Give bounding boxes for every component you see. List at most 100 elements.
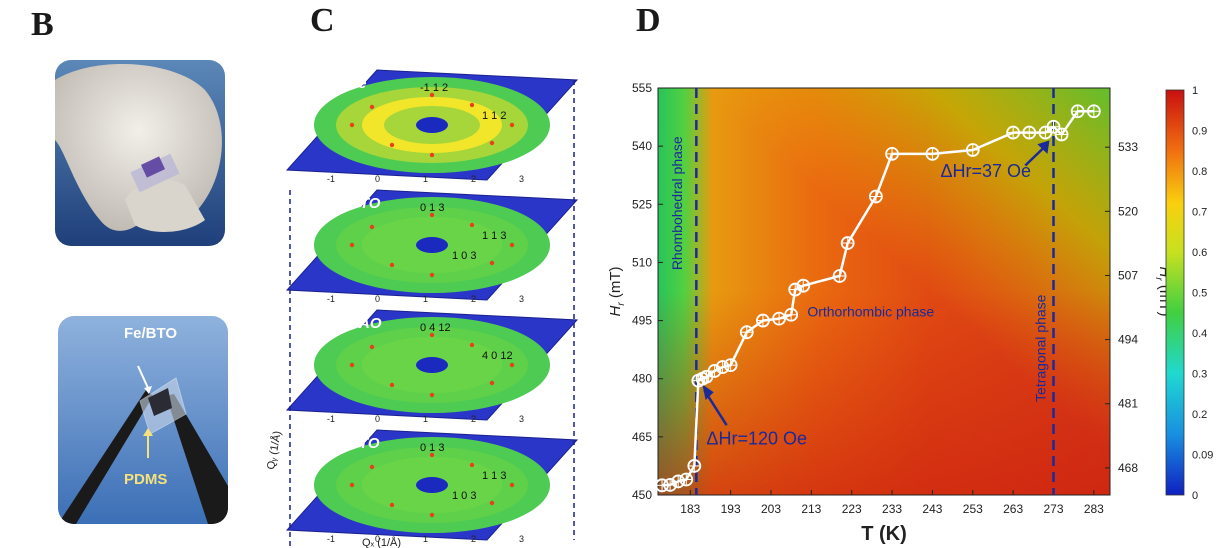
colorbar-tick-label: 0.7 <box>1192 207 1207 219</box>
x-tick-label: 183 <box>680 502 700 516</box>
bragg-spot <box>489 260 495 266</box>
data-point <box>965 143 980 157</box>
tick-label: 3 <box>519 174 524 184</box>
colorbar-tick-label: 0 <box>1192 490 1198 502</box>
tick-label: 2 <box>471 414 476 424</box>
bragg-spot <box>349 362 355 368</box>
bragg-spot <box>469 222 475 228</box>
y-tick-label: 510 <box>632 255 652 269</box>
tick-label: 3 <box>519 534 524 544</box>
x-tick-label: 233 <box>882 502 902 516</box>
tick-label: 0 <box>375 534 380 544</box>
y-tick-label: 540 <box>632 139 652 153</box>
map-layer-sao: SAO 0 4 12 4 0 12 -1 0 1 2 3 <box>285 309 579 424</box>
data-point <box>1046 119 1061 134</box>
layer-name-label: BTO <box>349 195 381 212</box>
data-series <box>655 104 1101 493</box>
tweezers-photo-illustration: Fe/BTO PDMS <box>58 316 228 524</box>
bragg-spot <box>349 122 355 128</box>
x-tick-label: 263 <box>1003 502 1023 516</box>
bragg-spot <box>489 140 495 146</box>
colorbar-tick-label: 0.9 <box>1192 126 1207 138</box>
plot-frame <box>657 87 1111 496</box>
bragg-spot <box>369 104 375 110</box>
data-point <box>699 369 714 384</box>
x-tick-label: 273 <box>1043 502 1063 516</box>
map-layer-fe: Fe -1 1 2 1 1 2 -1 0 1 2 3 <box>285 69 579 184</box>
colorbar-tick-label: 0.3 <box>1192 369 1207 381</box>
data-point <box>679 472 694 487</box>
tick-label: 3 <box>519 414 524 424</box>
data-point <box>1054 127 1069 142</box>
x-tick-label: 283 <box>1084 502 1104 516</box>
data-point <box>715 360 730 374</box>
bragg-spot <box>349 482 355 488</box>
bragg-spot <box>349 242 355 248</box>
bragg-spot <box>489 380 495 386</box>
annotation-rhombohedral-phase: Rhombohedral phase <box>669 136 685 270</box>
tick-label: 1 <box>423 414 428 424</box>
reflection-label: 0 1 3 <box>420 202 444 214</box>
pdms-label: PDMS <box>124 471 167 488</box>
map-layer-sto: STO 0 1 3 1 1 3 1 0 3 -1 0 1 2 3 <box>285 429 579 544</box>
data-point <box>840 236 855 250</box>
data-point <box>739 325 754 340</box>
tick-label: 3 <box>519 294 524 304</box>
bragg-spot <box>509 362 515 368</box>
bragg-spot <box>369 464 375 470</box>
tick-label: 1 <box>423 174 428 184</box>
data-point <box>796 278 811 293</box>
data-point <box>925 146 940 161</box>
bragg-spot <box>429 392 435 398</box>
reflection-label: 0 4 12 <box>420 322 451 334</box>
x-tick-label: 243 <box>922 502 942 516</box>
layer-name-label: STO <box>349 435 380 452</box>
center-hole <box>416 477 448 493</box>
tick-label: -1 <box>327 174 335 184</box>
center-hole <box>416 237 448 253</box>
colorbar-tick-label: 0.09 <box>1192 450 1213 462</box>
bragg-spot <box>489 500 495 506</box>
data-point <box>784 307 799 322</box>
bragg-spot <box>509 242 515 248</box>
y2-tick-label: 468 <box>1118 461 1138 475</box>
bragg-spot <box>469 102 475 108</box>
tick-label: 1 <box>423 534 428 544</box>
panel-label-c: C <box>310 2 335 39</box>
x-tick-label: 193 <box>721 502 741 516</box>
y2-tick-label: 481 <box>1118 397 1138 411</box>
data-point <box>756 313 770 328</box>
reflection-label: 1 0 3 <box>452 250 476 262</box>
data-point <box>1022 125 1037 140</box>
colorbar-tick-label: 0.2 <box>1192 409 1207 421</box>
bragg-spot <box>429 92 435 98</box>
annotation-tetragonal-phase: Tetragonal phase <box>1032 294 1048 402</box>
center-hole <box>416 357 448 373</box>
y-tick-label: 495 <box>632 314 652 328</box>
arrowhead-delta-1 <box>702 384 714 401</box>
x-tick-label: 253 <box>963 502 983 516</box>
tick-label: 2 <box>471 294 476 304</box>
bragg-spot <box>389 262 395 268</box>
tick-label: -1 <box>327 294 335 304</box>
center-hole <box>416 117 448 133</box>
tick-label: 0 <box>375 174 380 184</box>
bragg-spot <box>469 462 475 468</box>
layer-name-label: SAO <box>349 315 382 332</box>
photo-tweezers-sample: Fe/BTO PDMS <box>58 316 228 524</box>
y-axis-label: Hr (mT) <box>607 266 627 316</box>
annotation-orthorhombic-phase: Orthorhombic phase <box>807 304 934 320</box>
data-point <box>869 189 883 204</box>
arrow-delta-2 <box>1024 145 1047 167</box>
fe-bto-label: Fe/BTO <box>124 325 177 342</box>
x-tick-label: 223 <box>842 502 862 516</box>
reflection-label: 1 1 3 <box>482 470 506 482</box>
axis-label-qx: Qₓ (1/Å) <box>362 536 401 548</box>
reflection-label: 0 1 3 <box>420 442 444 454</box>
colorbar-gradient <box>1165 89 1185 496</box>
layer-name-label: Fe <box>349 75 367 92</box>
annotation-delta-hr-120: ΔHr=120 Oe <box>706 429 807 449</box>
data-point <box>885 146 899 161</box>
bragg-spot <box>389 502 395 508</box>
glove-photo-illustration <box>55 60 225 246</box>
